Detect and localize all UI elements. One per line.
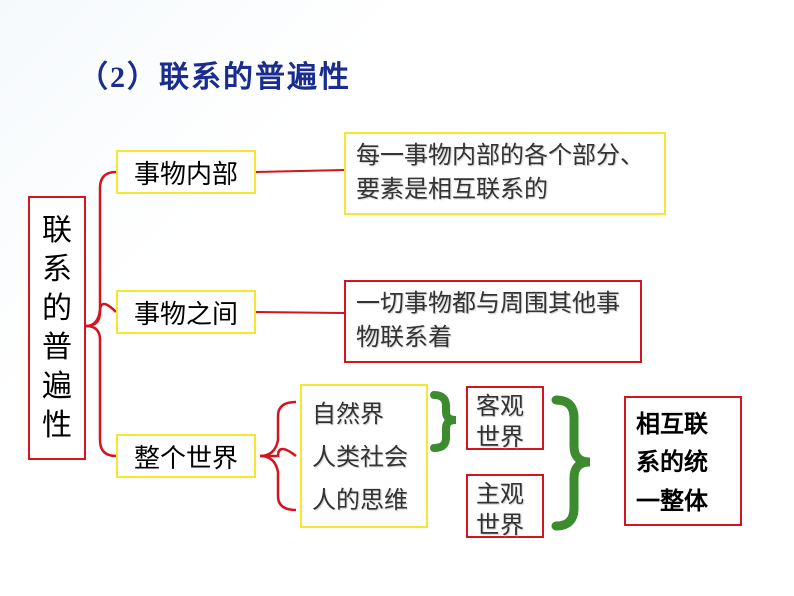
final-node: 相互联系的统一整体 xyxy=(624,396,742,526)
branch-1-desc-text: 每一事物内部的各个部分、要素是相互联系的 xyxy=(356,143,644,203)
world-type-1: 客观世界 xyxy=(466,386,544,450)
branch-2-desc: 一切事物都与周围其他事物联系着 xyxy=(344,280,642,363)
branch-1-desc: 每一事物内部的各个部分、要素是相互联系的 xyxy=(344,132,666,215)
branch-2-label: 事物之间 xyxy=(134,294,238,331)
branch-2-desc-text: 一切事物都与周围其他事物联系着 xyxy=(356,291,620,351)
world-type-2: 主观世界 xyxy=(466,474,544,538)
branch-1: 事物内部 xyxy=(116,150,256,194)
branch-3-label: 整个世界 xyxy=(134,438,238,475)
title-text: （2）联系的普遍性 xyxy=(78,61,351,94)
branch-1-label: 事物内部 xyxy=(134,154,238,191)
branch-2: 事物之间 xyxy=(116,290,256,334)
branch-3: 整个世界 xyxy=(116,434,256,478)
slide-title: （2）联系的普遍性 xyxy=(78,52,351,96)
root-node: 联系的普遍性 xyxy=(28,196,86,460)
world-list: 自然界人类社会人的思维 xyxy=(300,384,428,528)
